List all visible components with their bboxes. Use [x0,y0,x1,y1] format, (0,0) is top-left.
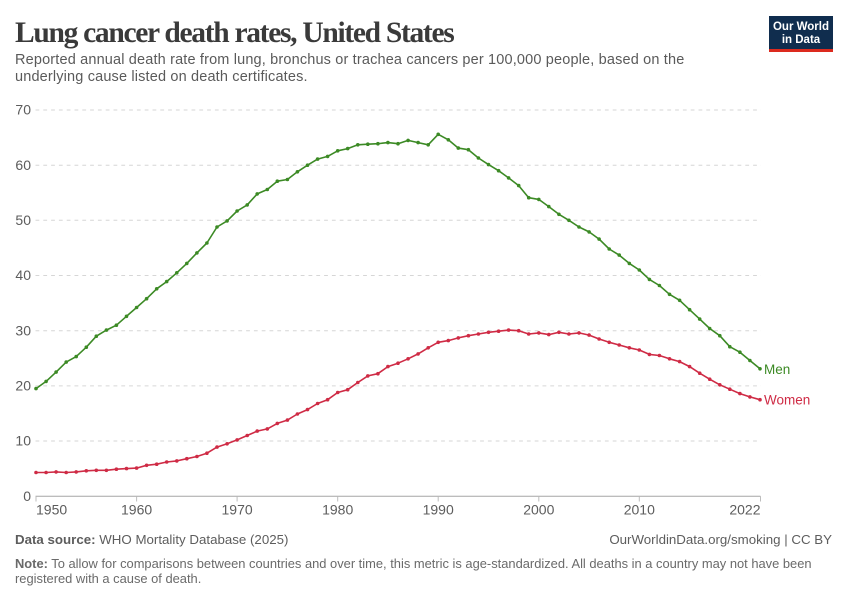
svg-text:10: 10 [15,433,31,449]
svg-text:1950: 1950 [36,502,67,518]
svg-text:1990: 1990 [423,502,454,518]
svg-text:30: 30 [15,322,31,338]
svg-text:Men: Men [764,362,790,377]
svg-text:Women: Women [764,393,810,408]
svg-text:1980: 1980 [322,502,353,518]
svg-text:1960: 1960 [121,502,152,518]
svg-text:2000: 2000 [523,502,554,518]
svg-text:50: 50 [15,212,31,228]
svg-text:1970: 1970 [222,502,253,518]
svg-text:60: 60 [15,157,31,173]
svg-text:0: 0 [23,488,31,504]
svg-text:40: 40 [15,267,31,283]
svg-text:2022: 2022 [729,502,760,518]
svg-text:70: 70 [15,102,31,118]
svg-text:20: 20 [15,378,31,394]
svg-text:2010: 2010 [624,502,655,518]
